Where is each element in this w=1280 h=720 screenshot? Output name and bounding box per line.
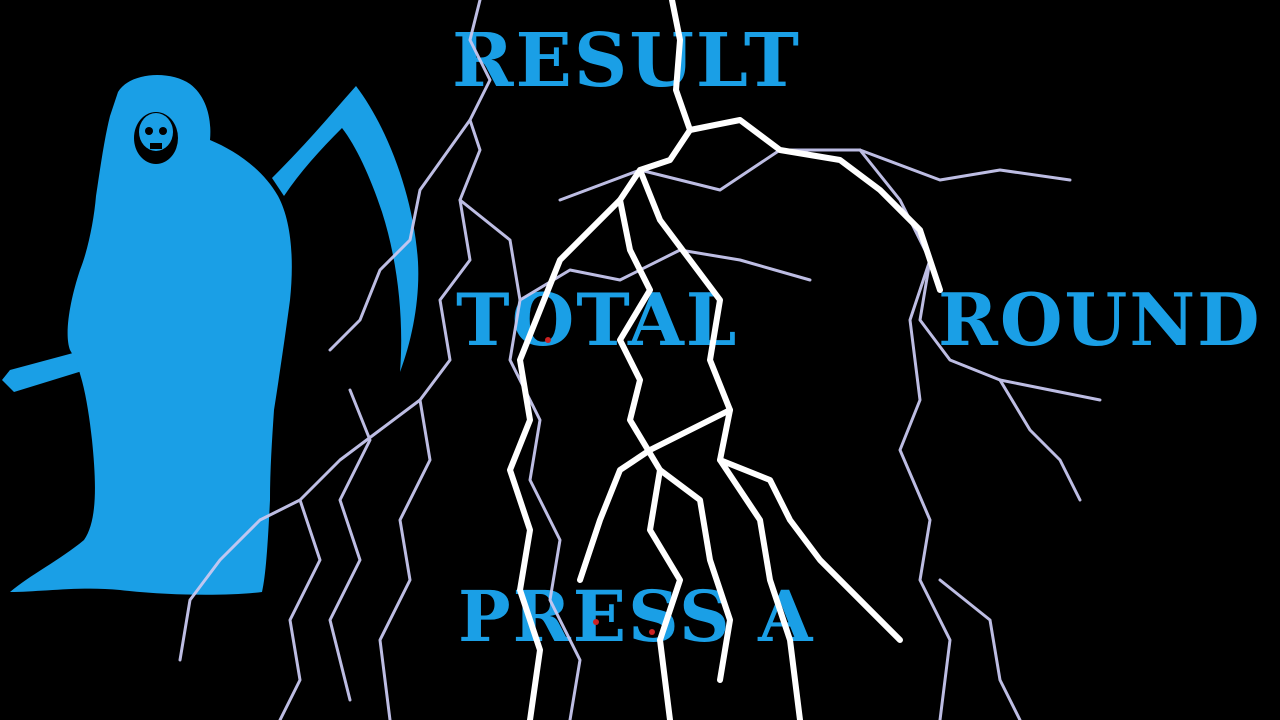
- result-title: RESULT: [452, 18, 801, 104]
- press-a-prompt[interactable]: PRESS A: [458, 575, 815, 658]
- round-label: ROUND: [938, 277, 1262, 362]
- total-label: TOTAL: [456, 277, 739, 362]
